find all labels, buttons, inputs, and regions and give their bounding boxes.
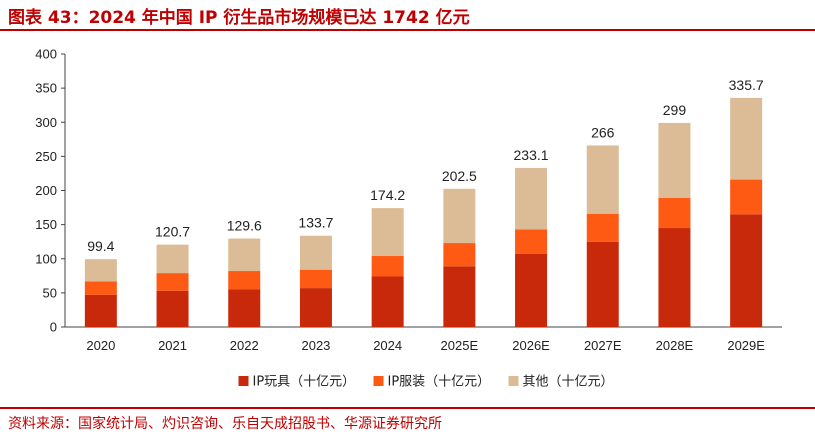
bar-segment	[84, 281, 117, 295]
title-divider	[0, 29, 815, 31]
bar-segment	[515, 229, 548, 254]
bar-segment	[371, 208, 404, 257]
y-tick-label: 100	[35, 251, 57, 266]
bar-total-label: 129.6	[227, 218, 262, 234]
x-tick-label: 2028E	[656, 338, 694, 353]
bar-segment	[658, 122, 691, 199]
y-tick-label: 0	[50, 320, 57, 335]
x-tick-label: 2027E	[584, 338, 622, 353]
bar-total-label: 133.7	[298, 215, 333, 231]
bar-segment	[658, 228, 691, 327]
chart-title: 图表 43：2024 年中国 IP 衍生品市场规模已达 1742 亿元	[8, 8, 470, 28]
bar-segment	[299, 235, 332, 270]
source-divider	[0, 407, 815, 409]
bar-segment	[443, 266, 476, 327]
x-tick-label: 2022	[230, 338, 259, 353]
legend-swatch	[238, 376, 249, 386]
y-tick-label: 350	[35, 81, 57, 96]
bar-segment	[443, 188, 476, 244]
bar-segment	[371, 276, 404, 327]
bar-segment	[228, 289, 261, 327]
bar-segment	[730, 179, 763, 215]
bar-segment	[156, 273, 189, 291]
y-tick-label: 150	[35, 217, 57, 232]
x-tick-label: 2020	[86, 338, 115, 353]
bar-segment	[84, 259, 117, 282]
bar-segment	[156, 290, 189, 327]
bar-segment	[586, 145, 619, 214]
y-tick-label: 250	[35, 149, 57, 164]
x-tick-label: 2025E	[441, 338, 479, 353]
bar-segment	[443, 243, 476, 267]
bar-total-label: 174.2	[370, 187, 405, 203]
legend-swatch	[508, 376, 519, 386]
bar-segment	[515, 167, 548, 230]
bar-total-label: 266	[591, 124, 615, 140]
legend-label: IP玩具（十亿元）	[253, 375, 356, 390]
legend-label: IP服装（十亿元）	[388, 375, 491, 390]
x-tick-label: 2024	[373, 338, 402, 353]
x-tick-label: 2029E	[727, 338, 765, 353]
bar-segment	[228, 271, 261, 290]
bar-segment	[586, 213, 619, 242]
bar-total-label: 202.5	[442, 168, 477, 184]
legend-swatch	[373, 376, 384, 386]
legend-label: 其他（十亿元）	[523, 375, 614, 390]
y-tick-label: 50	[43, 285, 57, 300]
y-tick-label: 400	[35, 47, 57, 62]
bar-total-label: 99.4	[87, 238, 114, 254]
bar-segment	[586, 241, 619, 327]
bar-segment	[228, 238, 261, 272]
bar-segment	[156, 244, 189, 274]
bar-segment	[730, 214, 763, 327]
bar-total-label: 299	[663, 102, 687, 118]
x-tick-label: 2023	[301, 338, 330, 353]
x-tick-label: 2021	[158, 338, 187, 353]
bar-segment	[658, 198, 691, 229]
bar-segment	[730, 97, 763, 180]
bar-total-label: 335.7	[729, 77, 764, 93]
y-tick-label: 200	[35, 183, 57, 198]
bar-segment	[371, 256, 404, 277]
x-tick-label: 2026E	[512, 338, 550, 353]
stacked-bar-chart: 0 50 100 150 200 250 300 350 400 99.4 2020 120.7 202…	[35, 47, 782, 390]
bar-segment	[299, 288, 332, 327]
bar-total-label: 233.1	[514, 147, 549, 163]
source-note: 资料来源：国家统计局、灼识咨询、乐自天成招股书、华源证券研究所	[8, 416, 442, 432]
y-tick-label: 300	[35, 115, 57, 130]
bar-total-label: 120.7	[155, 224, 190, 240]
bar-segment	[515, 253, 548, 327]
bar-segment	[84, 294, 117, 327]
title-bar: 图表 43：2024 年中国 IP 衍生品市场规模已达 1742 亿元	[0, 0, 815, 30]
bar-segment	[299, 269, 332, 289]
